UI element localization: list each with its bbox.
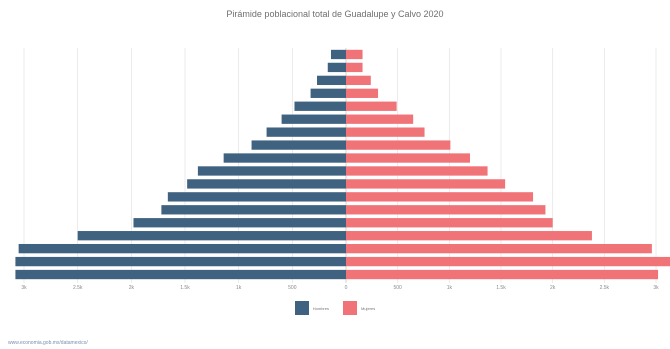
bar-male[interactable]: [317, 75, 346, 86]
bar-male[interactable]: [15, 269, 347, 280]
bar-female[interactable]: [346, 218, 553, 228]
bar-male[interactable]: [133, 218, 346, 228]
x-tick-label: 0: [345, 285, 348, 291]
x-tick-label: 2k: [129, 285, 135, 291]
x-tick-label: 1.5k: [496, 285, 506, 291]
bar-female[interactable]: [346, 127, 425, 137]
bars: [15, 49, 670, 280]
bar-female[interactable]: [346, 256, 670, 267]
legend-swatch-male: [294, 301, 309, 315]
chart-title: Pirámide poblacional total de Guadalupe …: [226, 9, 444, 19]
legend-label-female: Mujeres: [361, 305, 376, 311]
bar-male[interactable]: [77, 231, 347, 241]
bar-male[interactable]: [327, 62, 346, 73]
x-tick-label: 1k: [236, 285, 242, 291]
legend-item-female[interactable]: Mujeres: [343, 301, 375, 315]
bar-female[interactable]: [346, 243, 652, 254]
x-tick-label: 3k: [653, 285, 659, 291]
bar-male[interactable]: [223, 153, 346, 163]
bar-female[interactable]: [346, 140, 451, 150]
bar-female[interactable]: [346, 101, 397, 111]
grid-lines: [23, 48, 657, 283]
legend: Hombres Mujeres: [0, 301, 670, 315]
legend-item-male[interactable]: Hombres: [294, 301, 329, 315]
source-link[interactable]: www.economia.gob.mx/datamexico/: [8, 340, 88, 346]
bar-female[interactable]: [346, 231, 592, 241]
x-tick-label: 2.5k: [600, 285, 610, 291]
bar-male[interactable]: [294, 101, 346, 111]
legend-swatch-female: [343, 301, 357, 315]
x-tick-label: 1.5k: [180, 285, 190, 291]
x-tick-label: 3k: [21, 285, 27, 291]
x-tick-label: 1k: [447, 285, 453, 291]
legend-label-male: Hombres: [312, 305, 329, 311]
bar-female[interactable]: [346, 166, 488, 176]
bar-female[interactable]: [346, 88, 379, 98]
bar-female[interactable]: [346, 62, 363, 73]
bar-male[interactable]: [18, 243, 347, 254]
bar-male[interactable]: [15, 256, 347, 267]
bar-female[interactable]: [346, 205, 546, 215]
bar-female[interactable]: [346, 114, 414, 124]
bar-female[interactable]: [346, 153, 470, 163]
x-tick-labels: 3k 2.5k 2k 1.5k 1k 500 0 500 1k 1.5k 2k 2.5k 3k: [21, 285, 659, 291]
bar-male[interactable]: [310, 88, 346, 98]
bar-male[interactable]: [330, 49, 346, 60]
x-tick-label: 500: [393, 285, 402, 291]
bar-female[interactable]: [346, 75, 371, 86]
bar-male[interactable]: [187, 179, 346, 189]
bar-male[interactable]: [167, 192, 346, 202]
bar-male[interactable]: [197, 166, 346, 176]
bar-female[interactable]: [346, 269, 659, 280]
x-tick-label: 500: [288, 285, 297, 291]
x-tick-label: 2.5k: [73, 285, 83, 291]
bar-female[interactable]: [346, 49, 363, 60]
bar-male[interactable]: [281, 114, 346, 124]
bar-male[interactable]: [266, 127, 346, 137]
x-tick-label: 2k: [550, 285, 556, 291]
bar-female[interactable]: [346, 192, 534, 202]
bar-male[interactable]: [251, 140, 346, 150]
bar-male[interactable]: [161, 205, 346, 215]
bar-female[interactable]: [346, 179, 506, 189]
